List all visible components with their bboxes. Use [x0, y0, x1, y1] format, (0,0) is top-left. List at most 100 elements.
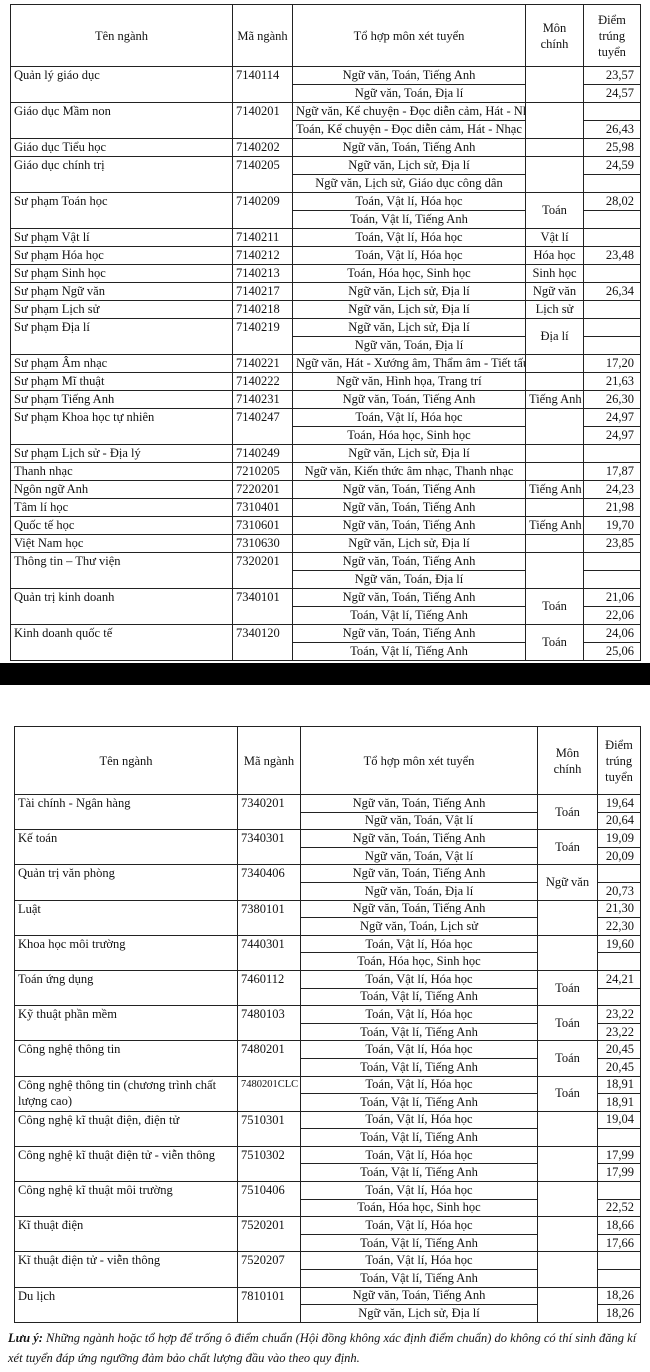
major-name: Công nghệ kĩ thuật điện, điện tử: [14, 1110, 238, 1147]
subject-combo: Ngữ văn, Toán, Tiếng Anh: [292, 516, 526, 535]
main-subject: [525, 534, 584, 553]
major-name: Quản trị kinh doanh: [10, 588, 233, 625]
main-subject: [525, 444, 584, 463]
major-name: Tài chính - Ngân hàng: [14, 793, 238, 831]
header-cell: Tổ hợp môn xét tuyển: [300, 726, 538, 795]
major-name: Kế toán: [14, 829, 238, 866]
subject-combo: Toán, Vật lí, Tiếng Anh: [300, 987, 538, 1007]
major-code: 7340406: [237, 864, 301, 901]
table-row: Kế toán 7340301 Ngữ văn, Toán, Tiếng Anh To…: [14, 829, 641, 866]
header-cell: Tên ngành: [10, 4, 233, 67]
major-name: Quốc tế học: [10, 516, 233, 535]
header-cell: Môn chính: [537, 726, 598, 795]
subject-combo: Toán, Vật lí, Hóa học: [300, 1251, 538, 1271]
major-code: 7140201: [232, 102, 293, 139]
subject-combo: Toán, Vật lí, Tiếng Anh: [300, 1233, 538, 1253]
score: 24,57: [583, 84, 641, 103]
subject-combo: Ngữ văn, Lịch sử, Giáo dục công dân: [292, 174, 526, 193]
major-code: 7340301: [237, 829, 301, 866]
table-row: Công nghệ thông tin (chương trình chất l…: [14, 1075, 641, 1112]
main-subject: [537, 1286, 598, 1323]
major-code: 7340201: [237, 793, 301, 831]
score: 20,73: [597, 881, 641, 901]
subject-combo: Ngữ văn, Lịch sử, Địa lí: [292, 534, 526, 553]
table-row: Tâm lí học 7310401 Ngữ văn, Toán, Tiếng An…: [10, 498, 641, 517]
note-label: Lưu ý:: [8, 1331, 43, 1345]
table-row: Kỹ thuật phần mềm 7480103 Toán, Vật lí, Hó…: [14, 1005, 641, 1042]
main-subject: Sinh học: [525, 264, 584, 283]
header-row: Tên ngành Mã ngành Tổ hợp môn xét tuyển Môn…: [14, 726, 641, 795]
score: 24,97: [583, 426, 641, 445]
score: [583, 210, 641, 229]
score: 26,43: [583, 120, 641, 139]
main-subject: Toán: [537, 1040, 598, 1077]
main-subject: Toán: [525, 192, 584, 229]
score: [583, 228, 641, 247]
subject-combo: Toán, Vật lí, Tiếng Anh: [300, 1057, 538, 1077]
major-code: 7480103: [237, 1005, 301, 1042]
table-row: Toán, Hóa học, Sinh học 22,52: [15, 1198, 641, 1218]
table-row: Toán, Hóa học, Sinh học: [15, 952, 641, 971]
table-row: Công nghệ kĩ thuật điện, điện tử 7510301 T…: [14, 1110, 641, 1147]
subject-combo: Ngữ văn, Toán, Tiếng Anh: [292, 480, 526, 499]
score: 18,91: [597, 1093, 641, 1112]
major-name: Thanh nhạc: [10, 462, 233, 481]
subject-combo: Ngữ văn, Toán, Địa lí: [292, 84, 526, 103]
table-row: Sư phạm Ngữ văn 7140217 Ngữ văn, Lịch sử, …: [10, 282, 641, 301]
major-name: Sư phạm Khoa học tự nhiên: [10, 408, 233, 445]
major-name: Sư phạm Lịch sử - Địa lý: [10, 444, 233, 463]
table-row: Sư phạm Địa lí 7140219 Ngữ văn, Lịch sử, Đ…: [10, 318, 641, 355]
note: Lưu ý: Những ngành hoặc tổ hợp để trống …: [8, 1328, 644, 1368]
main-subject: [525, 138, 584, 157]
table-row: Quản trị văn phòng 7340406 Ngữ văn, Toán, …: [14, 864, 641, 901]
table-row: Sư phạm Lịch sử - Địa lý 7140249 Ngữ văn, …: [10, 444, 641, 463]
main-subject: Địa lí: [525, 318, 584, 355]
subject-combo: Toán, Vật lí, Tiếng Anh: [292, 606, 526, 625]
major-code: 7220201: [232, 480, 293, 499]
main-subject: [525, 498, 584, 517]
main-subject: Hóa học: [525, 246, 584, 265]
score: 24,97: [583, 408, 641, 427]
major-name: Sư phạm Âm nhạc: [10, 354, 233, 373]
main-subject: [537, 1251, 598, 1288]
subject-combo: Ngữ văn, Hình họa, Trang trí: [292, 372, 526, 391]
subject-combo: Ngữ văn, Toán, Tiếng Anh: [292, 66, 526, 85]
score: 20,64: [597, 811, 641, 831]
score: 22,30: [597, 917, 641, 936]
score: [597, 952, 641, 971]
subject-combo: Toán, Vật lí, Hóa học: [300, 1216, 538, 1235]
subject-combo: Toán, Vật lí, Hóa học: [300, 1145, 538, 1165]
table-row: Việt Nam học 7310630 Ngữ văn, Lịch sử, Địa…: [10, 534, 641, 553]
main-subject: Toán: [525, 624, 584, 661]
major-code: 7210205: [232, 462, 293, 481]
major-name: Kĩ thuật điện: [14, 1216, 238, 1253]
major-code: 7140218: [232, 300, 293, 319]
table-row: Toán, Vật lí, Tiếng Anh 20,45: [15, 1057, 641, 1077]
table-row: Sư phạm Toán học 7140209 Toán, Vật lí, Hóa…: [10, 192, 641, 229]
subject-combo: Toán, Vật lí, Tiếng Anh: [292, 642, 526, 661]
subject-combo: Toán, Vật lí, Hóa học: [300, 1040, 538, 1059]
score: 24,21: [597, 969, 641, 989]
subject-combo: Toán, Vật lí, Hóa học: [292, 408, 526, 427]
score: 26,34: [583, 282, 641, 301]
major-code: 7310630: [232, 534, 293, 553]
major-name: Sư phạm Hóa học: [10, 246, 233, 265]
major-name: Công nghệ thông tin (chương trình chất l…: [14, 1075, 238, 1112]
major-name: Giáo dục chính trị: [10, 156, 233, 193]
header-cell: Mã ngành: [237, 726, 301, 795]
main-subject: Tiếng Anh: [525, 480, 584, 499]
subject-combo: Ngữ văn, Toán, Tiếng Anh: [300, 864, 538, 883]
subject-combo: Toán, Vật lí, Tiếng Anh: [300, 1093, 538, 1112]
score: [597, 1128, 641, 1147]
subject-combo: Toán, Hóa học, Sinh học: [300, 952, 538, 971]
score: 18,26: [597, 1286, 641, 1306]
major-code: 7140219: [232, 318, 293, 355]
score: [583, 570, 641, 589]
main-subject: [525, 372, 584, 391]
score: 17,87: [583, 462, 641, 481]
table-row: Giáo dục Mầm non 7140201 Ngữ văn, Kể chuyệ…: [10, 102, 641, 139]
score: 19,09: [597, 829, 641, 848]
score: [583, 444, 641, 463]
score: [583, 300, 641, 319]
score: [597, 987, 641, 1007]
